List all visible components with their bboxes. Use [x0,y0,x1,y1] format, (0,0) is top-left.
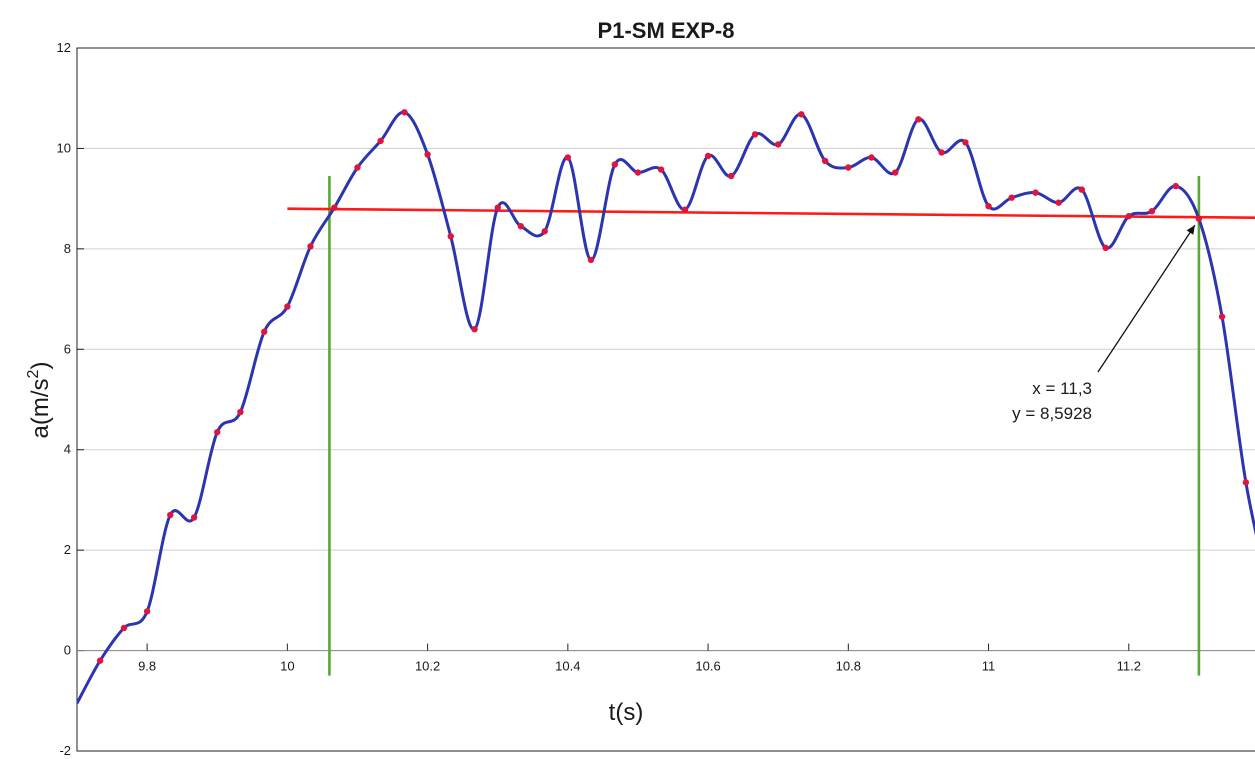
plot-area [77,109,1255,705]
data-point [1008,194,1015,201]
data-point [214,428,221,436]
data-point [704,152,712,160]
grid-lines [77,147,1255,652]
x-tick-label: 10.8 [836,659,861,674]
data-point [331,204,338,211]
annotation-x: x = 11,3 [1032,379,1092,398]
data-point [845,164,852,171]
y-axis-label-sup: 2 [25,369,42,378]
data-point [774,141,782,148]
data-point [237,408,244,416]
y-axis-label-main: a(m/s [27,378,54,438]
x-tick-label: 10.4 [555,659,580,674]
data-point [962,139,969,146]
x-axis-label: t(s) [609,699,644,726]
x-tick-label: 10.2 [415,659,440,674]
data-point [868,154,875,161]
x-tick-label: 11.2 [1117,659,1141,674]
data-point [798,111,805,118]
data-point [96,657,104,664]
y-tick-label: 10 [57,140,71,155]
data-point [681,206,689,213]
annotation-arrow [1097,224,1196,373]
data-point [587,256,595,264]
x-tick-label: 11 [982,659,996,674]
data-point [1102,244,1109,252]
data-point [938,149,945,156]
data-point [471,326,478,333]
annotation-y: y = 8,5928 [1012,404,1092,423]
data-point [1218,313,1226,320]
data-point [401,109,408,116]
data-point [1032,189,1039,196]
data-point [915,116,922,123]
data-point [167,511,174,519]
data-point [377,137,384,145]
data-point [1195,215,1203,222]
data-point [190,514,198,521]
x-tick-label: 9.8 [138,659,156,674]
data-point [261,328,268,335]
data-point [751,131,759,138]
y-tick-label: 4 [64,442,71,457]
data-point [1125,213,1132,220]
y-axis-label-close: ) [27,362,54,370]
y-axis-label: a(m/s2) [25,362,54,439]
data-point [985,202,992,210]
data-point [821,157,829,165]
data-point [354,164,361,171]
data-point [284,303,291,310]
y-tick-label: 2 [64,542,71,557]
x-axis-ticks: 9.8 10 10.2 10.4 10.6 10.8 11 11.2 [77,643,1255,674]
data-point [307,243,314,250]
data-point [1078,186,1086,193]
data-point [728,172,735,180]
data-point [424,151,431,158]
fit-line [287,207,1255,220]
data-point [634,169,642,176]
data-point [892,169,899,176]
data-point [657,166,665,173]
data-points [96,109,1250,664]
y-tick-label: 8 [64,241,71,256]
vertical-markers [328,176,1201,676]
y-tick-label: 0 [64,643,71,658]
x-tick-label: 10.6 [695,659,720,674]
data-point [564,154,572,161]
y-tick-label: 6 [64,341,71,356]
data-point [1055,199,1062,206]
data-point [1172,182,1179,190]
data-point [517,223,525,230]
chart-title: P1-SM EXP-8 [598,18,735,43]
data-point [541,228,548,235]
x-tick-label: 10 [280,659,294,674]
data-point [447,233,454,240]
data-point [611,161,619,168]
data-point [120,624,128,632]
data-point [1242,479,1250,486]
data-point [494,204,501,211]
plot-frame [76,47,1255,752]
data-point [1148,207,1156,215]
y-tick-label: -2 [59,743,71,758]
y-axis-ticks: -2 0 2 4 6 8 10 12 [57,40,84,758]
data-point [143,608,151,615]
y-tick-label: 12 [57,40,71,55]
